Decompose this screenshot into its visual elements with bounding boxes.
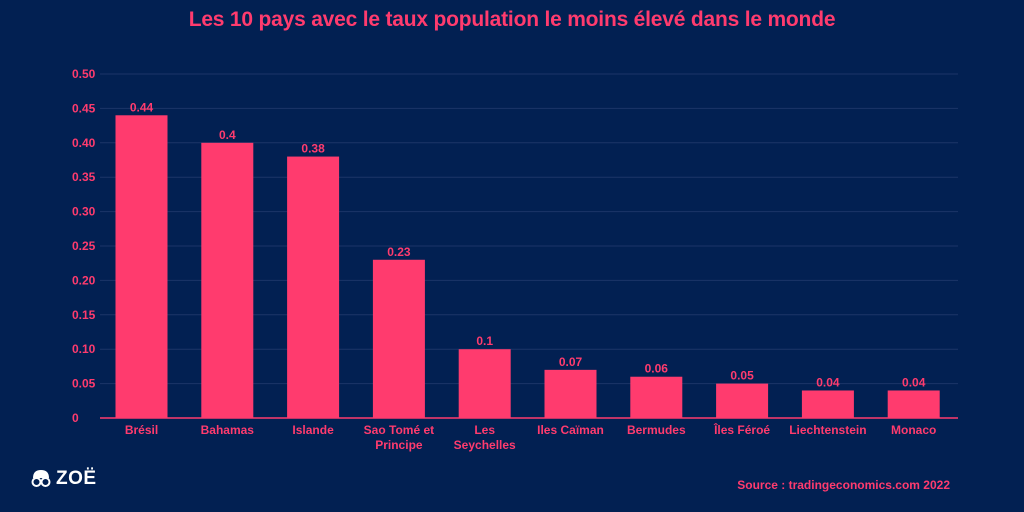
y-tick-label: 0.45 <box>72 101 96 115</box>
y-tick-label: 0.20 <box>72 273 96 287</box>
glasses-face-icon <box>31 470 51 487</box>
bar <box>887 390 940 418</box>
bar-value-label: 0.44 <box>130 100 154 114</box>
bar-value-label: 0.04 <box>902 375 926 389</box>
bar <box>201 142 254 419</box>
logo-text: ZOË <box>56 468 97 489</box>
source-note: Source : tradingeconomics.com 2022 <box>737 478 950 492</box>
y-tick-label: 0.15 <box>72 308 96 322</box>
y-tick-label: 0.40 <box>72 136 96 150</box>
y-tick-label: 0.35 <box>72 170 96 184</box>
x-tick-label: Islande <box>292 423 334 437</box>
bar-value-label: 0.07 <box>559 355 583 369</box>
y-tick-label: 0.05 <box>72 377 96 391</box>
y-tick-label: 0.50 <box>72 67 96 81</box>
x-tick-label: Les <box>474 423 495 437</box>
brand-logo: ZOË <box>30 468 97 490</box>
x-tick-label: Bermudes <box>627 423 686 437</box>
chart-title: Les 10 pays avec le taux population le m… <box>188 8 836 31</box>
bar-value-label: 0.4 <box>219 128 236 142</box>
x-tick-label: Liechtenstein <box>789 423 866 437</box>
x-tick-label: Seychelles <box>454 438 516 452</box>
x-tick-label: Principe <box>375 438 423 452</box>
x-tick-label: Îles Féroé <box>713 422 770 437</box>
y-tick-label: 0.25 <box>72 239 96 253</box>
bar-value-label: 0.23 <box>387 245 411 259</box>
bar <box>115 115 168 418</box>
x-tick-label: Iles Caïman <box>537 423 604 437</box>
bar-value-label: 0.04 <box>816 375 840 389</box>
x-tick-label: Brésil <box>125 423 158 437</box>
bar-value-label: 0.05 <box>730 369 754 383</box>
bar-value-label: 0.38 <box>301 142 325 156</box>
x-tick-label: Sao Tomé et <box>364 423 434 437</box>
bar <box>716 383 769 418</box>
bar-value-label: 0.06 <box>645 362 669 376</box>
bar <box>544 369 597 418</box>
bar <box>287 156 340 418</box>
y-tick-label: 0.30 <box>72 205 96 219</box>
y-tick-label: 0.10 <box>72 342 96 356</box>
bar <box>372 259 425 418</box>
bar <box>458 349 511 418</box>
x-tick-label: Bahamas <box>201 423 255 437</box>
x-tick-label: Monaco <box>891 423 936 437</box>
bar <box>630 376 683 418</box>
bar <box>801 390 854 418</box>
bar-value-label: 0.1 <box>476 334 493 348</box>
y-tick-label: 0 <box>72 411 79 425</box>
